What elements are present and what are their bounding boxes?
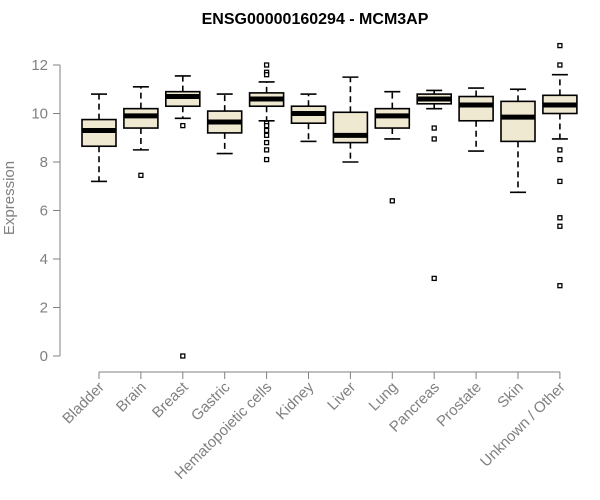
outlier-point xyxy=(263,127,270,134)
outlier-point xyxy=(557,178,563,185)
box-group xyxy=(332,76,369,163)
y-tick-label: 0 xyxy=(40,348,48,365)
box-group xyxy=(206,93,243,155)
y-tick-label: 6 xyxy=(40,203,48,220)
box-group xyxy=(458,87,494,152)
x-tick-label: Prostate xyxy=(433,379,485,431)
box-group xyxy=(500,88,536,194)
box-group xyxy=(248,62,285,163)
chart-title: ENSG00000160294 - MCM3AP xyxy=(202,11,429,28)
box-group xyxy=(290,93,327,143)
box-group xyxy=(416,89,453,282)
x-tick-label: Lung xyxy=(366,379,402,415)
outlier-point xyxy=(431,125,437,131)
box-iqr xyxy=(500,100,536,143)
outlier-point xyxy=(557,215,563,221)
box-iqr xyxy=(458,95,494,122)
outlier-point xyxy=(263,122,270,129)
y-tick-label: 10 xyxy=(31,106,48,123)
y-tick-label: 12 xyxy=(31,57,48,74)
y-tick-label: 2 xyxy=(40,300,48,317)
outlier-point xyxy=(180,353,186,359)
y-tick-label: 4 xyxy=(40,251,48,268)
outlier-point xyxy=(263,72,270,78)
x-tick-label: Skin xyxy=(494,379,527,412)
outlier-point xyxy=(263,132,270,138)
box-group xyxy=(374,90,411,204)
outlier-point xyxy=(557,156,563,163)
outlier-point xyxy=(263,62,270,68)
outlier-point xyxy=(389,198,395,204)
outlier-point xyxy=(180,122,186,129)
outlier-point xyxy=(263,139,270,146)
x-tick-label: Breast xyxy=(149,378,192,421)
outlier-point xyxy=(431,136,437,142)
box-group xyxy=(542,42,578,289)
y-tick-label: 8 xyxy=(40,154,48,171)
outlier-point xyxy=(138,172,144,178)
box-group xyxy=(81,93,117,183)
y-axis-label: Expression xyxy=(1,161,18,235)
outlier-point xyxy=(557,283,563,289)
x-tick-label: Brain xyxy=(113,379,150,416)
box-group xyxy=(165,75,201,359)
outlier-point xyxy=(557,223,563,229)
x-tick-label: Liver xyxy=(324,379,359,414)
plot-area xyxy=(81,42,578,359)
outlier-point xyxy=(557,42,563,49)
box-group xyxy=(123,86,159,178)
x-tick-label: Bladder xyxy=(59,379,108,428)
outlier-point xyxy=(263,147,270,153)
box-iqr xyxy=(332,111,369,144)
outlier-point xyxy=(263,156,270,163)
y-axis: 0 2 4 6 8 10 12 xyxy=(31,57,61,365)
x-tick-label: Kidney xyxy=(273,378,318,423)
outlier-point xyxy=(431,275,437,282)
outlier-point xyxy=(557,147,563,153)
outlier-point xyxy=(557,62,563,68)
